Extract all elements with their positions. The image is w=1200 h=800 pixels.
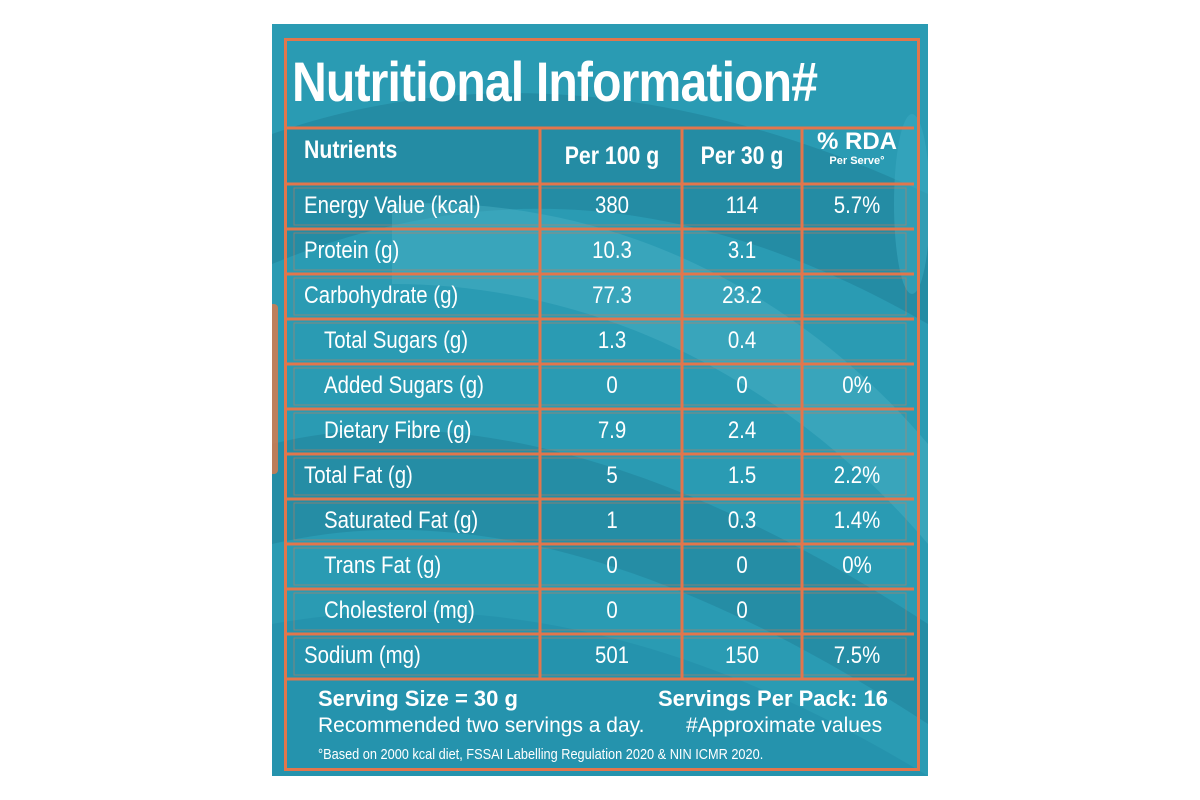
value-per-30g: 0	[736, 597, 748, 624]
rda-footnote: °Based on 2000 kcal diet, FSSAI Labellin…	[318, 746, 764, 763]
value-per-30g: 0.3	[727, 507, 757, 534]
value-per-100g: 7.9	[597, 417, 627, 444]
nutrient-name: Dietary Fibre (g)	[324, 417, 472, 444]
nutrient-name: Total Sugars (g)	[324, 327, 468, 354]
row-frame	[293, 277, 907, 316]
row-frame	[293, 547, 907, 586]
nutrient-name: Carbohydrate (g)	[304, 282, 459, 309]
value-per-100g: 0	[606, 597, 618, 624]
value-per-100g: 1.3	[597, 327, 627, 354]
row-frame	[293, 412, 907, 451]
value-per-100g: 380	[594, 192, 630, 219]
value-per-30g: 3.1	[727, 237, 757, 264]
table-grid	[286, 126, 914, 681]
label-border	[284, 38, 920, 771]
row-frame	[293, 457, 907, 496]
value-rda: 0%	[842, 372, 872, 399]
header-nutrients: Nutrients	[304, 136, 398, 164]
value-rda: 1.4%	[833, 507, 881, 534]
value-per-30g: 2.4	[727, 417, 757, 444]
nutrient-name: Trans Fat (g)	[324, 552, 442, 579]
serving-recommendation: Recommended two servings a day.	[318, 714, 645, 737]
approximate-values-note: #Approximate values	[686, 714, 883, 737]
row-frame	[293, 232, 907, 271]
value-per-100g: 501	[594, 642, 630, 669]
value-per-30g: 23.2	[722, 282, 762, 309]
row-frame	[293, 592, 907, 631]
value-per-100g: 0	[606, 552, 618, 579]
header-rda-sub: Per Serve°	[829, 155, 885, 167]
value-per-100g: 10.3	[592, 237, 632, 264]
nutrient-name: Energy Value (kcal)	[304, 192, 481, 219]
value-per-100g: 0	[606, 372, 618, 399]
value-per-100g: 5	[606, 462, 618, 489]
value-rda: 2.2%	[833, 462, 881, 489]
value-per-30g: 150	[724, 642, 760, 669]
value-rda: 0%	[842, 552, 872, 579]
row-frame	[293, 367, 907, 406]
header-rda: % RDA Per Serve°	[802, 130, 912, 168]
servings-per-pack: Servings Per Pack: 16	[658, 686, 888, 711]
header-rda-main: % RDA	[816, 128, 897, 155]
package-edge-decoration	[272, 304, 278, 474]
value-per-30g: 0.4	[727, 327, 757, 354]
serving-size: Serving Size = 30 g	[318, 686, 518, 711]
value-per-30g: 114	[725, 192, 759, 219]
nutrient-name: Total Fat (g)	[304, 462, 413, 489]
nutrient-name: Saturated Fat (g)	[324, 507, 479, 534]
value-per-100g: 77.3	[592, 282, 632, 309]
value-per-30g: 0	[736, 552, 748, 579]
value-per-30g: 1.5	[727, 462, 757, 489]
row-frame	[293, 637, 907, 676]
header-per-100g: Per 100 g	[564, 142, 660, 170]
nutrient-name: Protein (g)	[304, 237, 400, 264]
nutrient-name: Added Sugars (g)	[324, 372, 484, 399]
value-rda: 5.7%	[833, 192, 881, 219]
nutrient-name: Cholesterol (mg)	[324, 597, 475, 624]
nutrition-label-photo: Nutritional Information# Nutrients Per 1…	[272, 24, 928, 776]
value-rda: 7.5%	[833, 642, 881, 669]
row-frame	[293, 322, 907, 361]
nutrient-name: Sodium (mg)	[304, 642, 421, 669]
label-title: Nutritional Information#	[292, 50, 818, 113]
value-per-100g: 1	[606, 507, 618, 534]
row-frame	[293, 187, 907, 226]
value-per-30g: 0	[736, 372, 748, 399]
header-per-30g: Per 30 g	[700, 142, 784, 170]
row-frame	[293, 502, 907, 541]
